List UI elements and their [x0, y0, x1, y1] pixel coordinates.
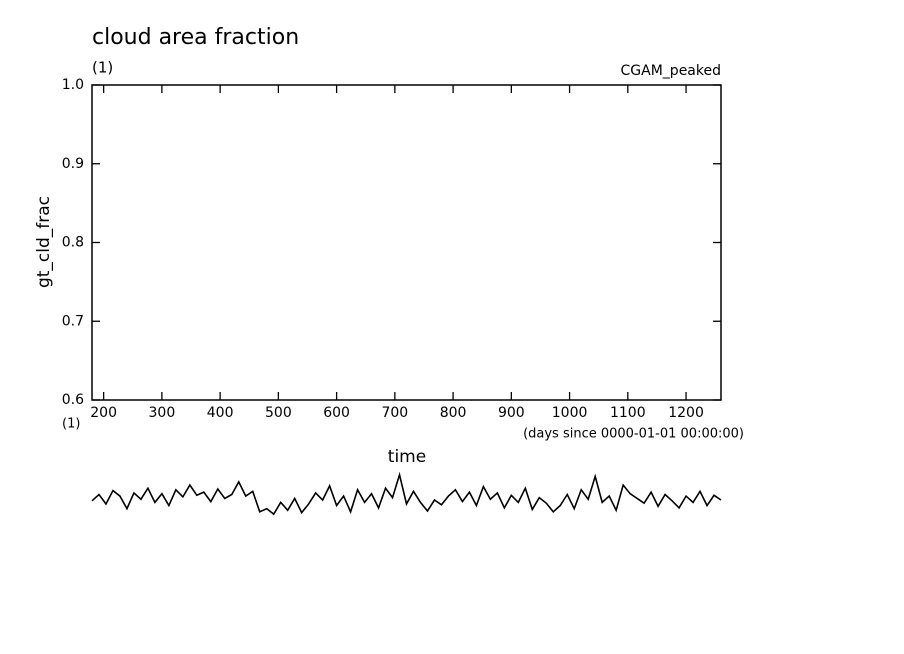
data-line — [91, 471, 722, 516]
x-axis-label: time — [388, 447, 426, 467]
y-tick-label: 0.9 — [62, 156, 84, 172]
x-tick-label: 800 — [440, 405, 467, 421]
x-units: (days since 0000-01-01 00:00:00) — [523, 427, 744, 442]
annotation: CGAM_peaked — [621, 63, 721, 79]
y-tick-label: 0.8 — [62, 235, 84, 251]
y-units: (1) — [62, 417, 80, 432]
x-tick-label: 500 — [265, 405, 292, 421]
y-axis-label: gt_cld_frac — [34, 196, 54, 288]
x-tick-label: 300 — [149, 405, 176, 421]
chart-title: cloud area fraction — [92, 25, 299, 50]
x-tick-label: 400 — [207, 405, 234, 421]
x-tick-label: 1200 — [668, 405, 704, 421]
x-tick-label: 200 — [90, 405, 117, 421]
x-tick-label: 600 — [323, 405, 350, 421]
x-tick-label: 1100 — [610, 405, 646, 421]
subtitle: (1) — [92, 59, 113, 77]
y-tick-label: 0.6 — [62, 392, 84, 408]
x-tick-label: 1000 — [552, 405, 588, 421]
y-tick-label: 0.7 — [62, 313, 84, 329]
x-tick-label: 900 — [498, 405, 525, 421]
x-tick-label: 700 — [381, 405, 408, 421]
plot-frame — [91, 84, 722, 401]
y-tick-label: 1.0 — [62, 77, 84, 93]
